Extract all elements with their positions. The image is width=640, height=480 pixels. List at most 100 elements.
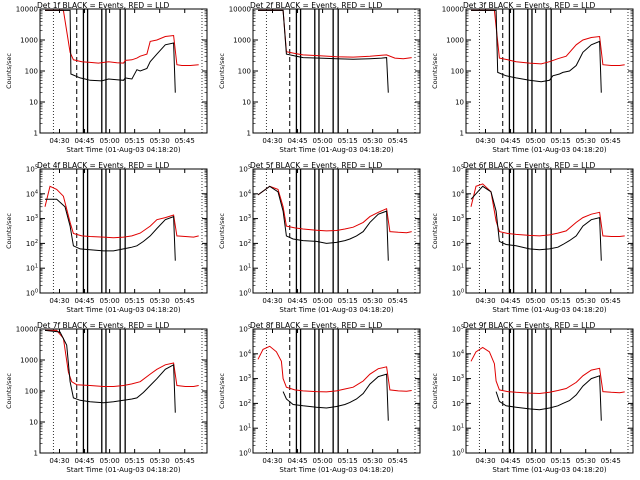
y-tick-label: 100	[239, 289, 251, 298]
chart-svg: 100 101 102 103 104 105 04:30 04:45 05:00 05:15 05…	[218, 161, 421, 314]
x-tick-label: 05:45	[601, 297, 621, 305]
y-tick-label: 103	[239, 374, 251, 383]
y-tick-label: 101	[452, 264, 464, 273]
panel-title: Det 2f BLACK = Events, RED = LLD	[250, 1, 383, 10]
y-axis-label: Counts/sec	[218, 373, 226, 409]
x-tick-label: 05:30	[576, 457, 596, 465]
chart-svg: 100 101 102 103 104 105 04:30 04:45 05:00 05:15 05…	[5, 161, 208, 314]
series-line-events	[470, 185, 602, 261]
y-tick-label: 102	[239, 399, 251, 408]
series-line-lld	[471, 9, 625, 66]
x-axis-label: Start Time (01-Aug-03 04:18:20)	[279, 466, 393, 474]
x-tick-label: 05:45	[175, 297, 195, 305]
x-axis-label: Start Time (01-Aug-03 04:18:20)	[492, 306, 606, 314]
x-tick-label: 05:00	[312, 137, 332, 145]
y-tick-label: 102	[452, 399, 464, 408]
y-tick-label: 102	[239, 239, 251, 248]
x-tick-label: 05:15	[338, 297, 358, 305]
series-line-events	[495, 375, 602, 421]
y-tick-label: 10	[29, 419, 38, 427]
series-line-lld	[257, 345, 412, 393]
x-tick-label: 04:30	[49, 457, 69, 465]
y-tick-label: 104	[452, 349, 464, 358]
y-tick-label: 10000	[229, 6, 251, 14]
x-tick-label: 04:30	[49, 137, 69, 145]
detector-panel-3: 1 10 100 1000 10000 04:30 04:45 05:00 05:15 05:30…	[426, 0, 639, 160]
x-tick-label: 05:00	[99, 297, 119, 305]
y-tick-label: 102	[452, 239, 464, 248]
x-tick-label: 05:15	[551, 297, 571, 305]
y-axis-label: Counts/sec	[218, 213, 226, 249]
detector-panel-5: 100 101 102 103 104 105 04:30 04:45 05:00 05:15 05…	[213, 160, 426, 320]
panel-title: Det 1f BLACK = Events, RED = LLD	[37, 1, 170, 10]
y-tick-label: 1	[247, 130, 251, 138]
x-tick-label: 05:00	[99, 457, 119, 465]
x-axis-label: Start Time (01-Aug-03 04:18:20)	[492, 146, 606, 154]
panel-title: Det 8f BLACK = Events, RED = LLD	[250, 321, 383, 330]
detector-panel-1: 1 10 100 1000 10000 04:30 04:45 05:00 05:15 05:30…	[0, 0, 213, 160]
y-tick-label: 103	[452, 374, 464, 383]
panel-title: Det 9f BLACK = Events, RED = LLD	[463, 321, 596, 330]
y-tick-label: 101	[239, 264, 251, 273]
x-axis-label: Start Time (01-Aug-03 04:18:20)	[279, 306, 393, 314]
plot-frame	[252, 328, 421, 454]
y-tick-label: 10000	[16, 6, 38, 14]
y-tick-label: 101	[26, 264, 38, 273]
series-line-lld	[45, 9, 199, 66]
plot-frame	[39, 168, 208, 294]
series-line-lld	[470, 183, 625, 237]
y-tick-label: 102	[26, 239, 38, 248]
y-axis-label: Counts/sec	[218, 53, 226, 89]
y-tick-label: 103	[26, 214, 38, 223]
x-axis-label: Start Time (01-Aug-03 04:18:20)	[66, 466, 180, 474]
detector-panel-4: 100 101 102 103 104 105 04:30 04:45 05:00 05:15 05…	[0, 160, 213, 320]
x-tick-label: 04:45	[74, 457, 94, 465]
y-tick-label: 10	[29, 99, 38, 107]
y-tick-label: 100	[452, 449, 464, 458]
plot-frame	[39, 8, 208, 134]
chart-svg: 100 101 102 103 104 105 04:30 04:45 05:00 05:15 05…	[218, 321, 421, 474]
x-axis-label: Start Time (01-Aug-03 04:18:20)	[66, 146, 180, 154]
series-line-events	[257, 185, 389, 261]
detector-panel-7: 1 10 100 1000 10000 04:30 04:45 05:00 05:15 05:30…	[0, 320, 213, 480]
series-line-events	[258, 9, 389, 93]
x-tick-label: 05:00	[312, 297, 332, 305]
x-tick-label: 05:15	[551, 137, 571, 145]
x-tick-label: 04:30	[262, 457, 282, 465]
x-tick-label: 04:30	[475, 137, 495, 145]
chart-svg: 100 101 102 103 104 105 04:30 04:45 05:00 05:15 05…	[431, 321, 634, 474]
x-tick-label: 04:45	[500, 137, 520, 145]
x-tick-label: 05:15	[125, 297, 145, 305]
series-line-lld	[258, 9, 412, 60]
y-tick-label: 100	[451, 68, 464, 76]
x-tick-label: 05:45	[175, 457, 195, 465]
x-tick-label: 05:30	[150, 137, 170, 145]
x-axis-label: Start Time (01-Aug-03 04:18:20)	[66, 306, 180, 314]
y-tick-label: 105	[239, 325, 251, 334]
y-axis-label: Counts/sec	[5, 213, 13, 249]
plot-frame	[465, 168, 634, 294]
series-line-events	[45, 9, 176, 93]
series-line-events	[282, 373, 389, 421]
panel-title: Det 6f BLACK = Events, RED = LLD	[463, 161, 596, 170]
y-tick-label: 10000	[16, 326, 38, 334]
series-line-events	[471, 9, 602, 93]
x-tick-label: 05:45	[388, 297, 408, 305]
detector-panel-6: 100 101 102 103 104 105 04:30 04:45 05:00 05:15 05…	[426, 160, 639, 320]
series-line-events	[44, 329, 176, 413]
x-tick-label: 05:00	[312, 457, 332, 465]
x-tick-label: 05:30	[363, 297, 383, 305]
series-line-lld	[470, 346, 625, 395]
x-tick-label: 05:00	[525, 137, 545, 145]
y-tick-label: 100	[26, 289, 38, 298]
x-tick-label: 04:45	[287, 137, 307, 145]
y-tick-label: 103	[452, 214, 464, 223]
x-tick-label: 04:45	[74, 297, 94, 305]
y-tick-label: 10	[242, 99, 251, 107]
x-tick-label: 05:45	[601, 137, 621, 145]
x-tick-label: 05:45	[601, 457, 621, 465]
x-tick-label: 05:15	[338, 137, 358, 145]
plot-frame	[252, 8, 421, 134]
y-tick-label: 10	[455, 99, 464, 107]
x-tick-label: 04:30	[262, 297, 282, 305]
